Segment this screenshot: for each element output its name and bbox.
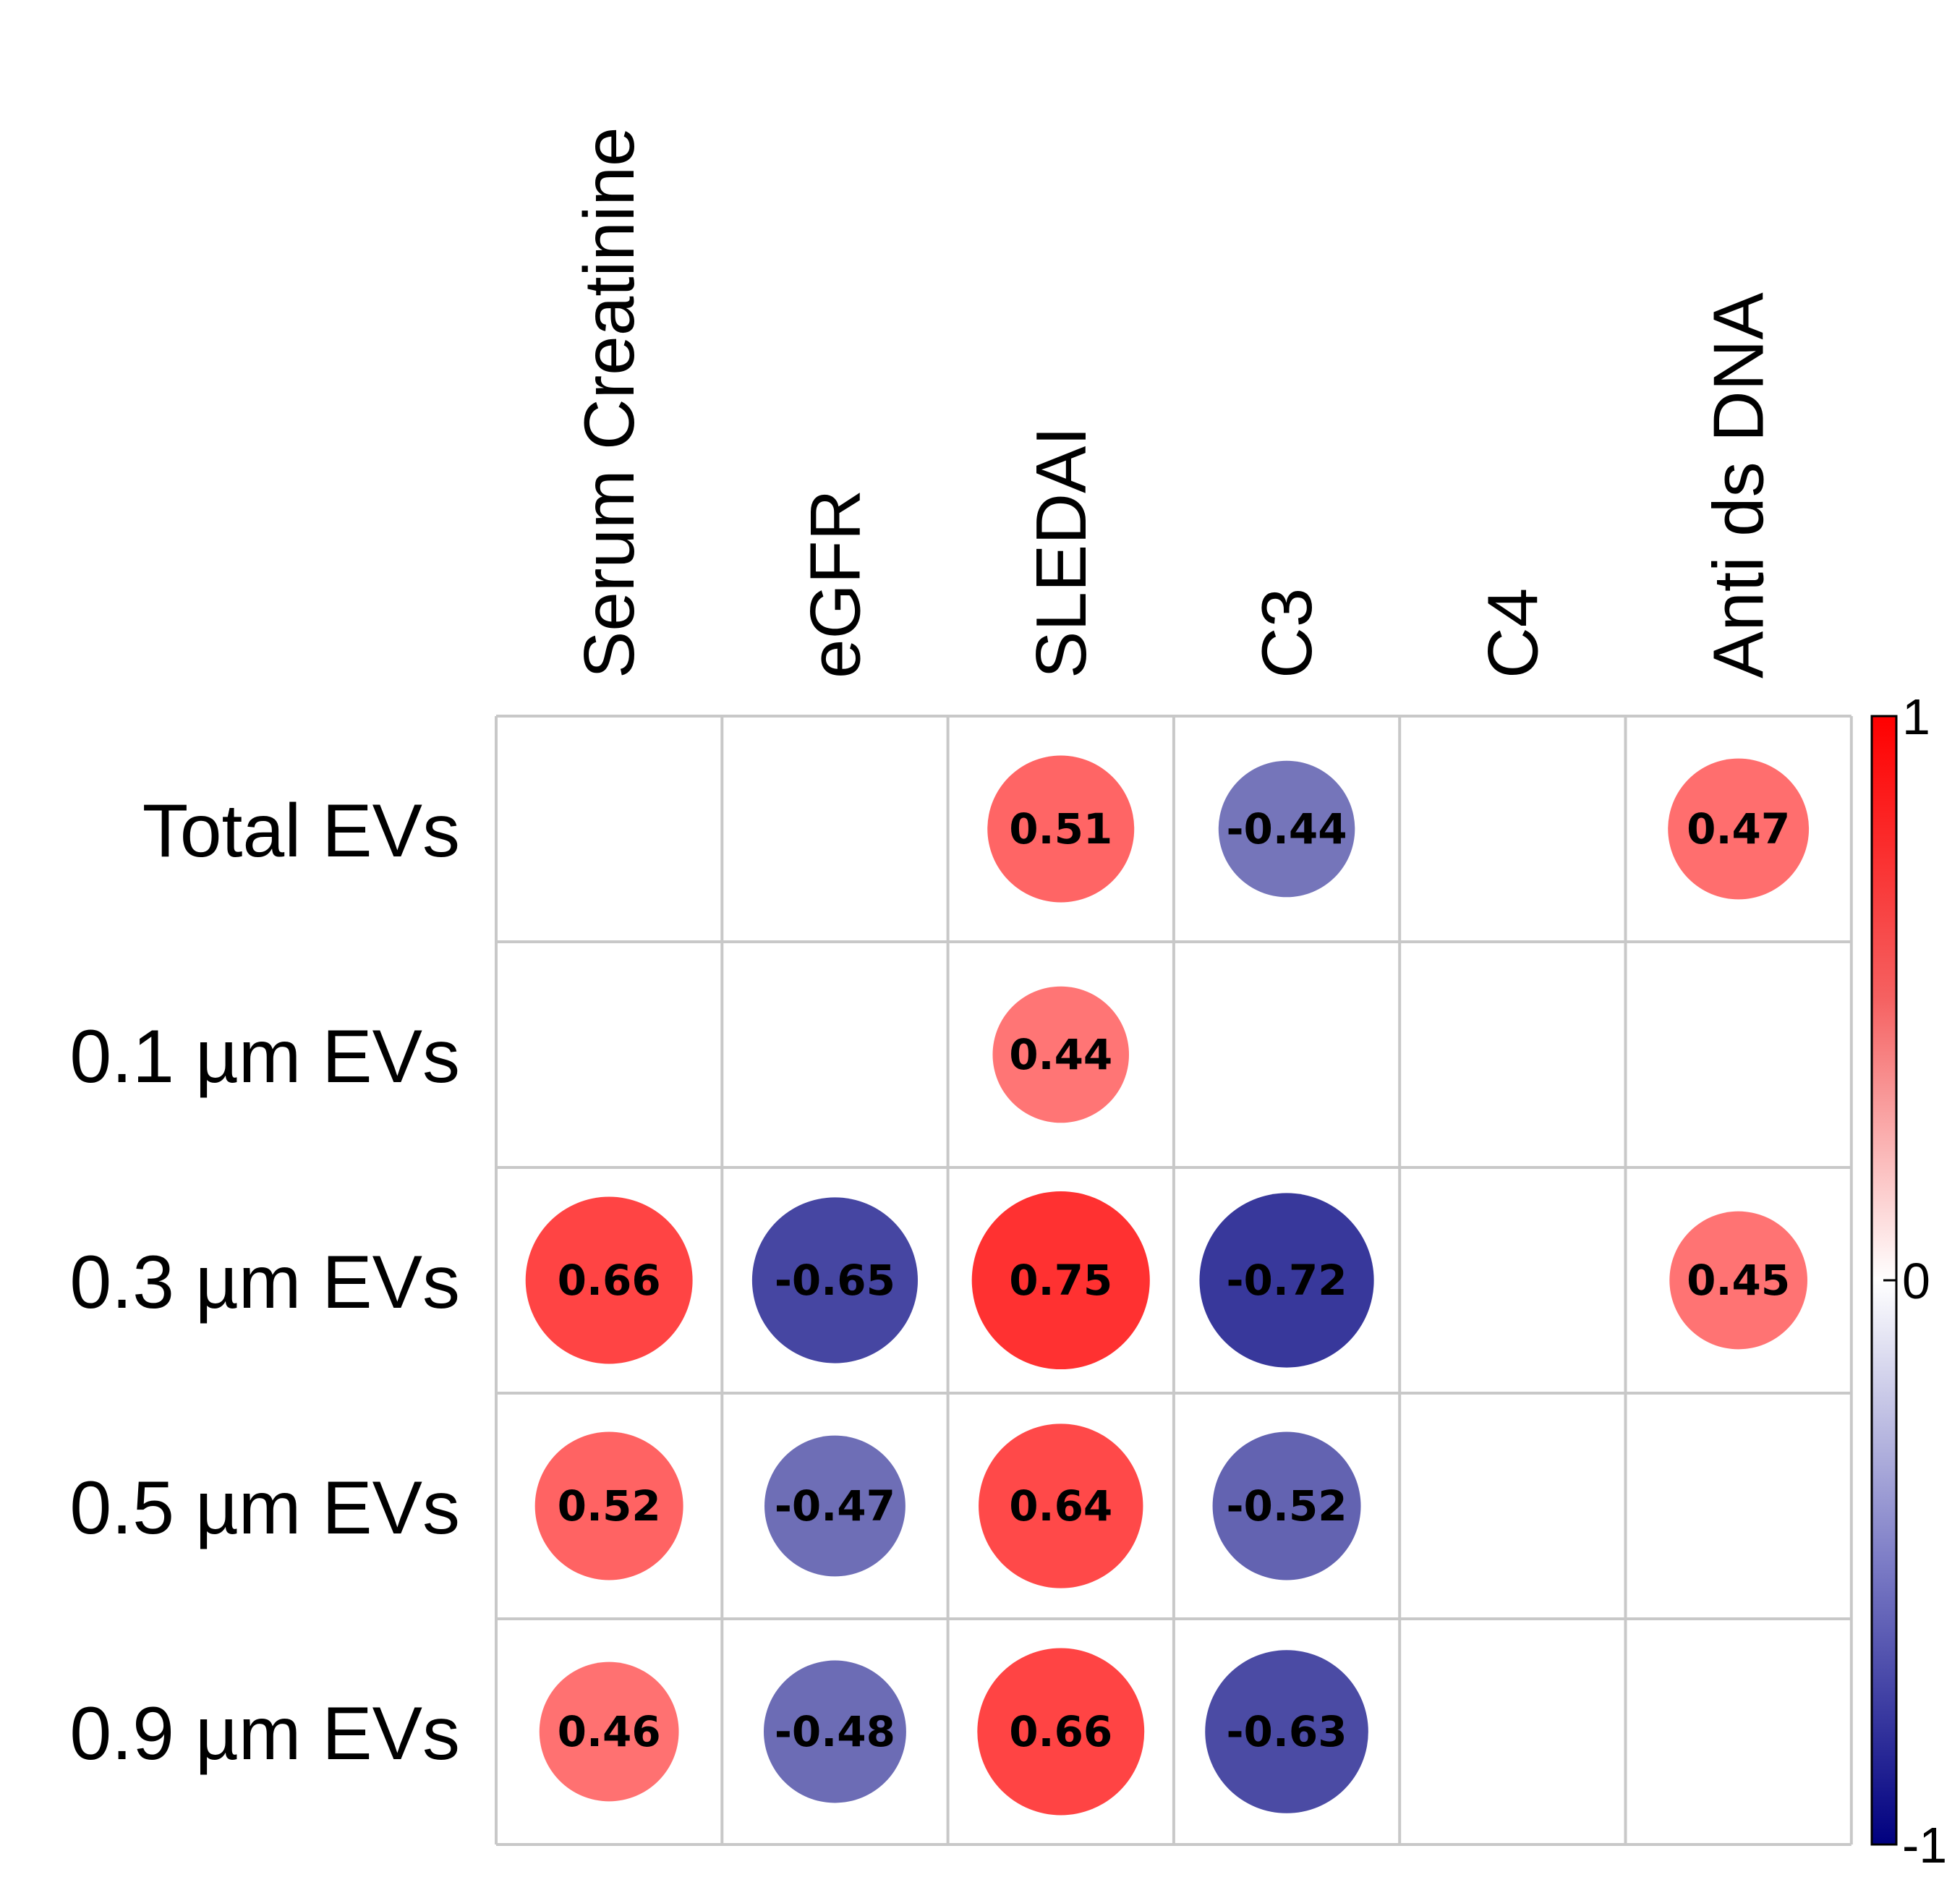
correlation-circle — [525, 1196, 693, 1364]
row-label: Total EVs — [142, 789, 460, 873]
correlation-circle — [987, 755, 1135, 903]
correlation-value-label: -0.72 — [1226, 1256, 1347, 1305]
correlation-value-label: 0.66 — [558, 1256, 661, 1305]
row-labels: Total EVs 0.1 µm EVs 0.3 µm EVs 0.5 µm EVs 0… — [69, 789, 460, 1776]
correlation-circle — [764, 1660, 906, 1803]
correlation-circle — [764, 1435, 906, 1577]
correlation-value-label: 0.47 — [1687, 804, 1790, 854]
correlation-value-label: 0.52 — [558, 1481, 661, 1531]
correlation-circle — [1668, 758, 1810, 900]
correlation-circle — [1212, 1431, 1361, 1580]
correlation-value-label: 0.45 — [1687, 1256, 1790, 1305]
column-label: eGFR — [795, 490, 874, 678]
correlation-circle — [751, 1197, 919, 1363]
column-label: Anti ds DNA — [1699, 292, 1778, 678]
correlation-circle — [971, 1191, 1150, 1370]
correlation-value-label: 0.75 — [1009, 1256, 1112, 1305]
correlation-value-label: -0.52 — [1226, 1481, 1347, 1531]
correlation-circle — [992, 986, 1130, 1123]
correlation-values: 0.51 -0.44 0.47 0.44 0.66 -0.65 0.75 -0.72 0.45 0… — [558, 804, 1791, 1756]
correlation-value-label: -0.48 — [775, 1707, 895, 1756]
row-label: 0.5 µm EVs — [69, 1466, 460, 1550]
column-label: SLEDAI — [1021, 426, 1101, 678]
grid — [495, 715, 1853, 1846]
correlation-circle — [1218, 760, 1355, 898]
correlation-value-label: -0.63 — [1226, 1707, 1347, 1756]
correlation-value-label: -0.65 — [775, 1256, 895, 1305]
correlation-value-label: -0.47 — [775, 1481, 895, 1531]
correlation-circle — [1669, 1211, 1807, 1350]
row-label: 0.1 µm EVs — [69, 1015, 460, 1099]
correlation-circle — [534, 1431, 683, 1580]
correlation-circle — [1199, 1193, 1374, 1368]
correlation-circle — [1205, 1650, 1368, 1813]
correlation-value-label: 0.44 — [1009, 1030, 1112, 1079]
column-label: Serum Creatinine — [569, 127, 649, 678]
legend-tick-min: -1 — [1902, 1817, 1947, 1873]
correlation-value-label: 0.51 — [1009, 804, 1112, 854]
correlation-value-label: -0.44 — [1226, 804, 1347, 854]
column-labels: Serum Creatinine eGFR SLEDAI C3 C4 Anti ds DN… — [569, 127, 1778, 678]
correlation-circles — [525, 755, 1810, 1816]
correlation-circle — [979, 1424, 1143, 1588]
correlation-value-label: 0.46 — [558, 1707, 661, 1756]
legend-tick-zero: 0 — [1902, 1253, 1930, 1309]
column-label: C4 — [1473, 588, 1552, 678]
column-label: C3 — [1247, 588, 1326, 678]
row-label: 0.9 µm EVs — [69, 1692, 460, 1776]
legend-tick-max: 1 — [1902, 689, 1930, 745]
row-label: 0.3 µm EVs — [69, 1241, 460, 1324]
correlation-value-label: 0.66 — [1009, 1707, 1112, 1756]
correlation-value-label: 0.64 — [1009, 1481, 1112, 1531]
correlation-circle — [977, 1648, 1145, 1816]
color-legend: 1 0 -1 — [1870, 689, 1947, 1873]
correlation-circle — [539, 1661, 679, 1802]
